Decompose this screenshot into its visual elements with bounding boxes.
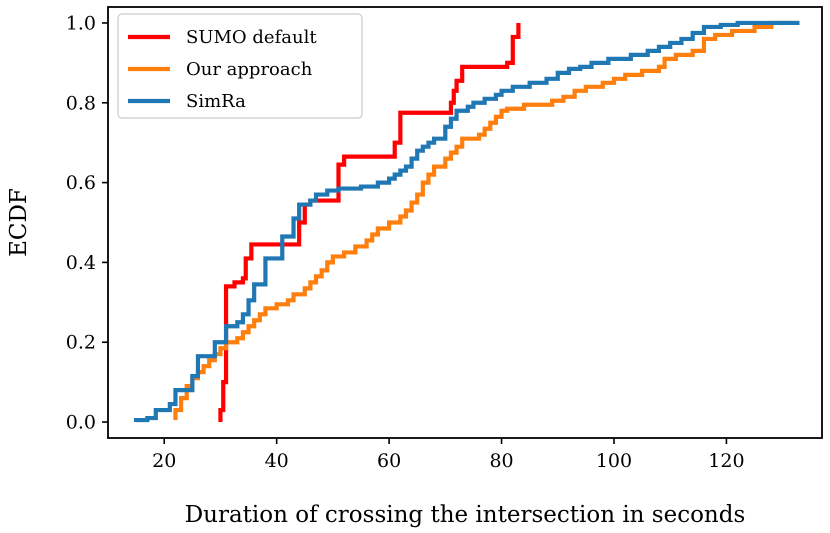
x-tick-label: 100: [596, 450, 632, 472]
x-tick-label: 60: [377, 450, 401, 472]
x-tick-label: 80: [489, 450, 513, 472]
legend-label-our-approach: Our approach: [186, 59, 313, 80]
series-line-our-approach: [173, 20, 800, 421]
series-line-sumo-default: [218, 22, 521, 423]
series-layer: [134, 20, 800, 423]
y-axis-label: ECDF: [6, 188, 32, 257]
x-tick-label: 40: [265, 450, 289, 472]
y-tick-label: 0.4: [66, 252, 96, 274]
plot-frame: [107, 6, 823, 439]
x-axis-label: Duration of crossing the intersection in…: [185, 502, 746, 528]
x-axis-ticks: 20 40 60 80 100 120: [152, 438, 745, 472]
y-tick-label: 0.6: [66, 172, 96, 194]
x-tick-label: 120: [708, 450, 744, 472]
legend: SUMO default Our approach SimRa: [117, 13, 363, 119]
legend-label-simra: SimRa: [186, 91, 246, 112]
y-tick-label: 0.0: [66, 412, 96, 434]
y-tick-label: 0.2: [66, 332, 96, 354]
y-tick-label: 0.8: [66, 92, 96, 114]
legend-entries: SUMO default Our approach SimRa: [128, 27, 317, 112]
legend-box: [117, 13, 363, 119]
x-tick-label: 20: [152, 450, 176, 472]
legend-label-sumo-default: SUMO default: [186, 27, 317, 48]
y-axis-ticks: 0.0 0.2 0.4 0.6 0.8 1.0: [66, 12, 108, 434]
series-line-simra: [134, 20, 800, 423]
y-tick-label: 1.0: [66, 12, 96, 34]
